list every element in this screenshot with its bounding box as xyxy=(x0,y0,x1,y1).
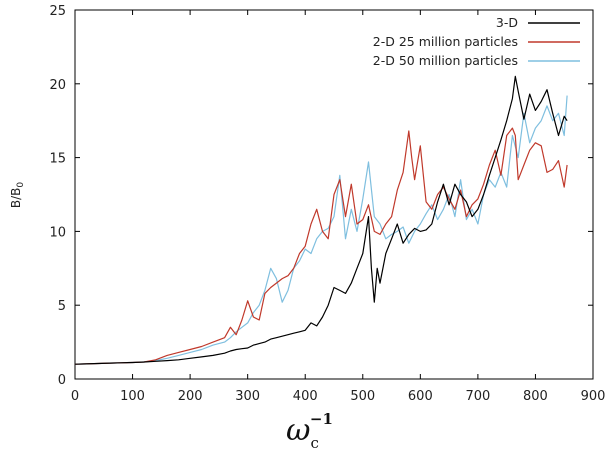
x-axis-label: ωc −1 xyxy=(286,410,333,452)
series-line-2 xyxy=(74,95,568,365)
x-tick-label: 400 xyxy=(293,389,318,404)
y-tick-label: 25 xyxy=(49,4,66,19)
x-axis-label-sub: c xyxy=(310,434,318,452)
x-tick-label: 200 xyxy=(178,389,203,404)
series-lines xyxy=(74,75,568,365)
y-tick-label: 20 xyxy=(49,78,66,93)
x-tick-label: 700 xyxy=(465,389,490,404)
series-line-1 xyxy=(74,127,568,365)
y-tick-label: 0 xyxy=(58,373,66,388)
x-tick-label: 600 xyxy=(408,389,433,404)
y-tick-label: 15 xyxy=(49,152,66,167)
axis-ticks: 0 100 200 300 400 500 600 700 800 900 0 5 10 15 20 25 xyxy=(49,4,605,404)
x-axis-label-symbol: ω xyxy=(286,413,310,448)
x-tick-label: 300 xyxy=(235,389,260,404)
y-axis-label-sub: 0 xyxy=(16,182,26,188)
y-axis-label-base: B/B xyxy=(9,188,23,209)
legend: 3-D 2-D 25 million particles 2-D 50 millio… xyxy=(373,15,580,68)
plot-frame xyxy=(74,9,594,380)
legend-label: 2-D 50 million particles xyxy=(373,53,518,68)
x-tick-label: 500 xyxy=(350,389,375,404)
x-axis-label-sup: −1 xyxy=(310,410,333,428)
y-tick-label: 5 xyxy=(58,299,66,314)
legend-label: 3-D xyxy=(496,15,518,30)
y-tick-label: 10 xyxy=(49,225,66,240)
x-tick-label: 100 xyxy=(120,389,145,404)
x-tick-label: 0 xyxy=(71,389,79,404)
series-line-0 xyxy=(74,75,568,365)
legend-label: 2-D 25 million particles xyxy=(373,34,518,49)
x-tick-label: 900 xyxy=(581,389,606,404)
x-tick-label: 800 xyxy=(523,389,548,404)
y-axis-label: B/B0 xyxy=(9,182,26,209)
